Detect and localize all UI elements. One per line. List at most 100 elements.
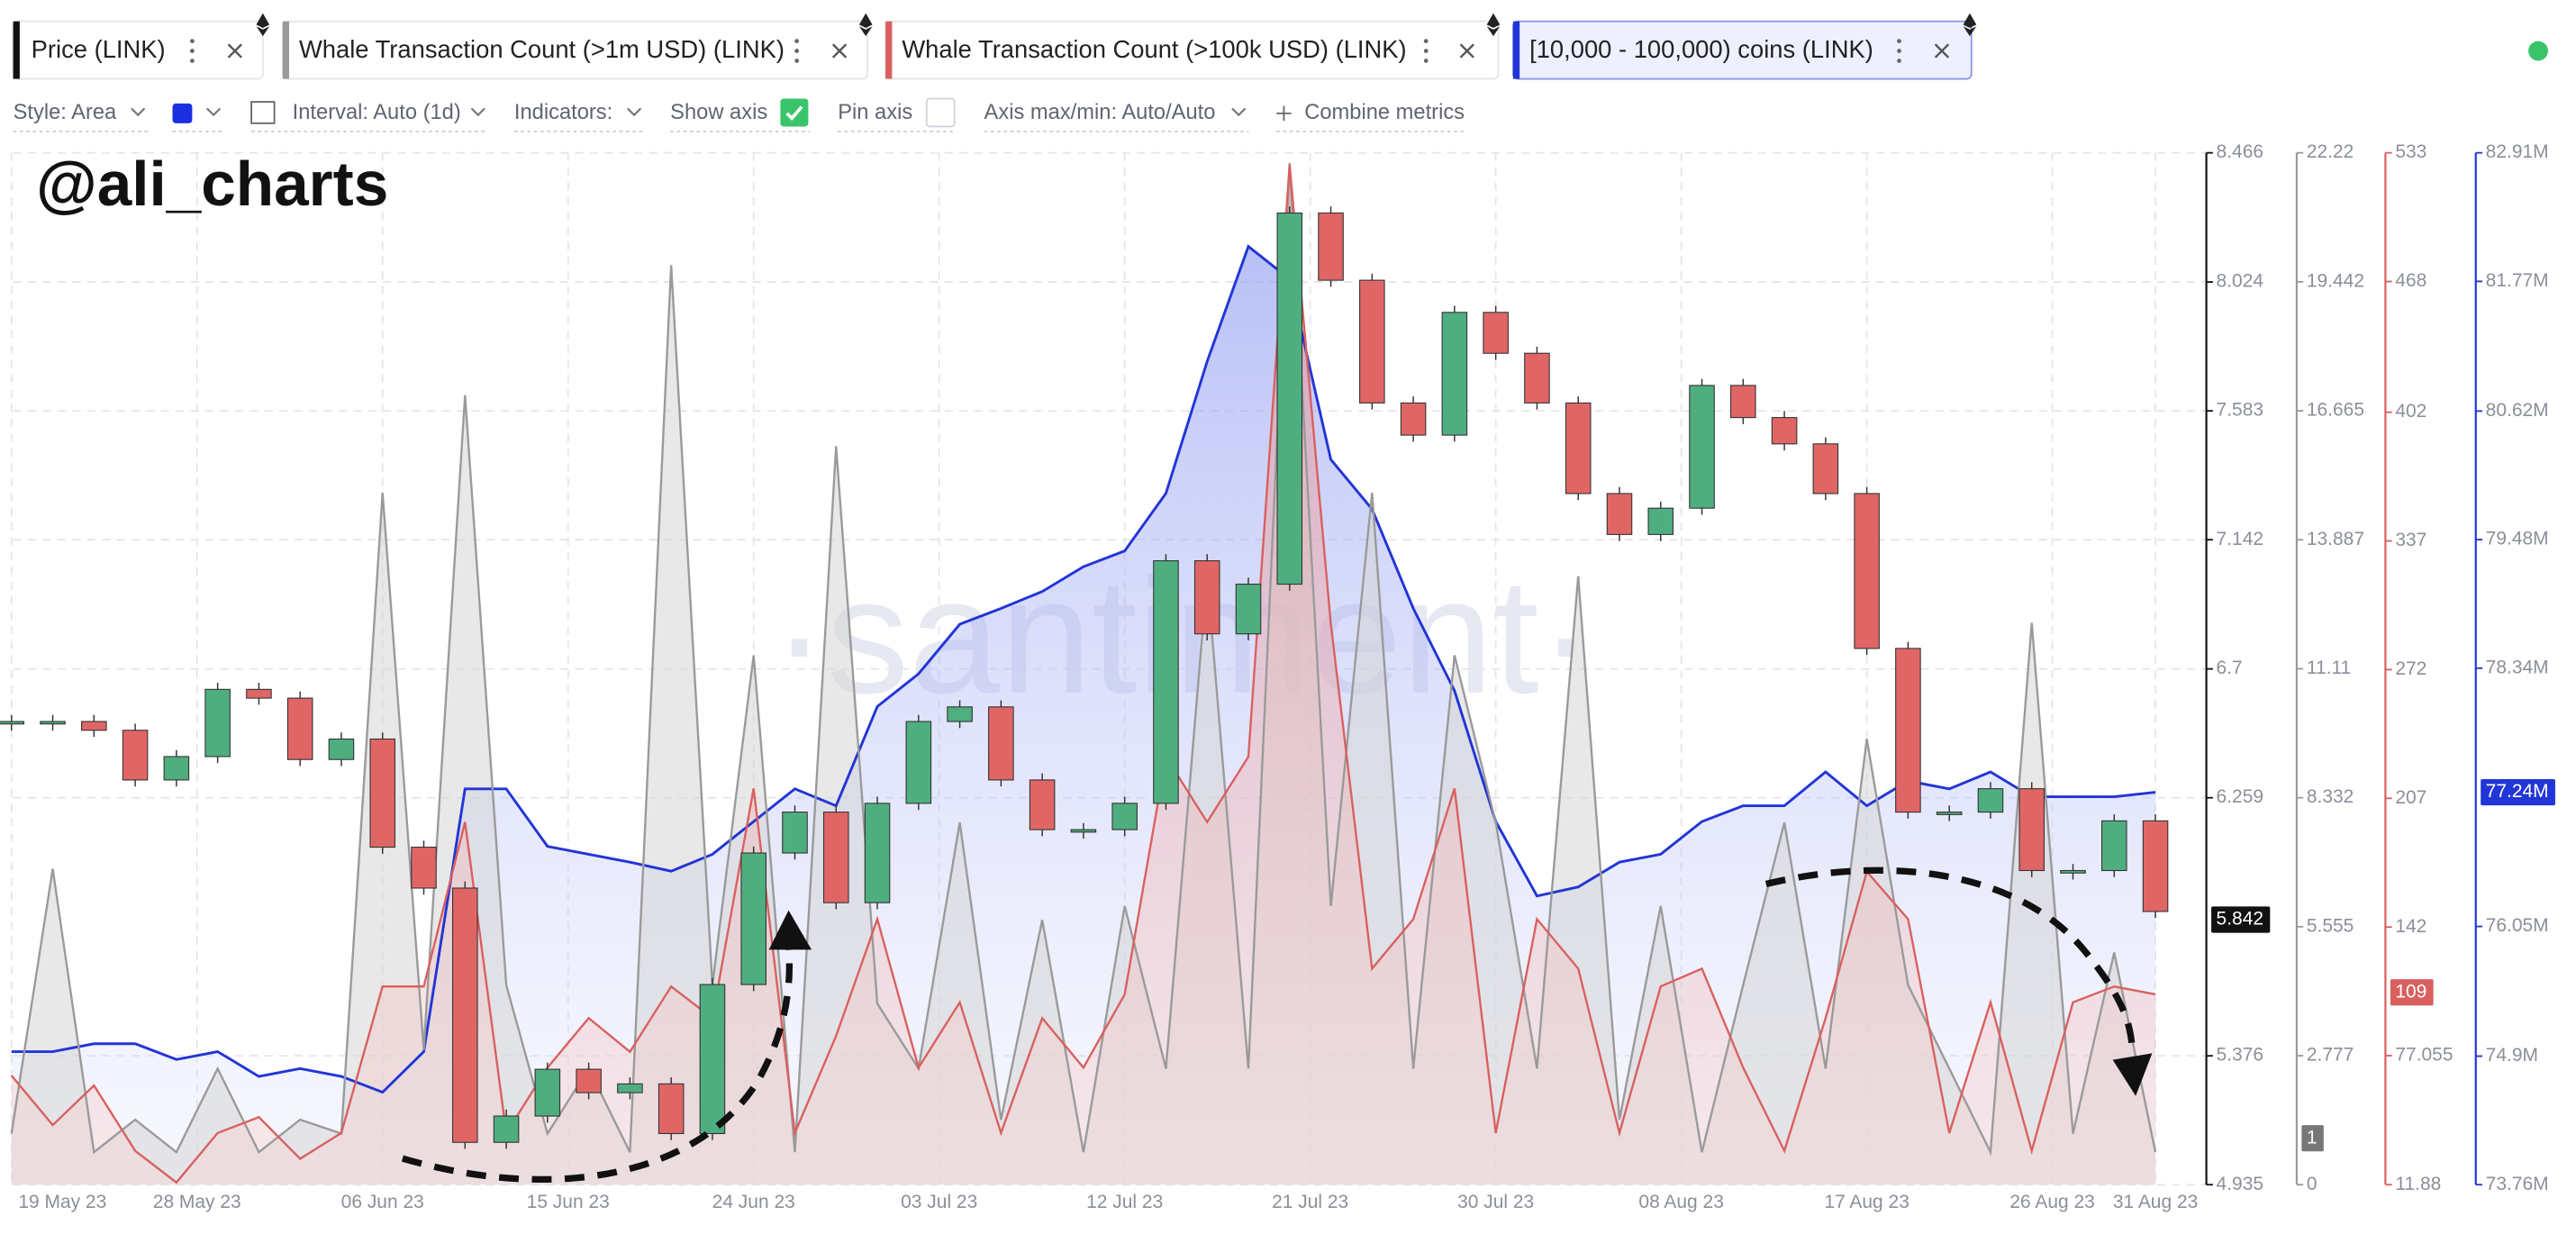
y-tick-label: 77.055 <box>2395 1045 2453 1066</box>
y-tick-label: 402 <box>2395 401 2426 422</box>
tab-label: Whale Transaction Count (>100k USD) (LIN… <box>902 35 1406 63</box>
area <box>11 162 2156 1185</box>
arrows <box>401 867 2136 1183</box>
candle <box>1895 648 1921 813</box>
line <box>11 244 2156 1094</box>
current-value-label: 5.842 <box>2217 909 2263 930</box>
candle <box>1070 829 1097 833</box>
show-axis-checkbox[interactable] <box>780 98 809 127</box>
y-tick-label: 2.777 <box>2307 1045 2354 1066</box>
candle <box>1524 352 1550 404</box>
x-tick-label: 17 Aug 23 <box>1824 1192 1909 1212</box>
candle <box>1771 417 1798 445</box>
line <box>10 162 2157 1157</box>
area <box>11 246 2156 1185</box>
y-tick-label: 142 <box>2395 916 2426 937</box>
candle <box>2101 820 2127 872</box>
current-value-label: 109 <box>2395 981 2426 1002</box>
candle <box>411 846 437 889</box>
candle <box>122 730 149 781</box>
y-tick-label: 5.376 <box>2217 1045 2263 1066</box>
candle <box>1936 812 1963 815</box>
plot: 19 May 23 28 May 23 06 Jun 23 15 Jun 23 24 J… <box>0 141 2555 1212</box>
y-tick-label: 19.442 <box>2307 270 2364 291</box>
candle <box>1318 212 1344 281</box>
candle <box>2060 869 2086 874</box>
candle <box>617 1083 643 1093</box>
axis-maxmin[interactable]: Axis max/min: Auto/Auto <box>984 101 1216 124</box>
candle <box>947 706 973 722</box>
y-tick-label: 22.22 <box>2307 141 2354 162</box>
candle <box>1111 803 1138 830</box>
candle <box>204 688 231 758</box>
x-tick-label: 24 Jun 23 <box>712 1192 795 1212</box>
candle <box>1483 312 1509 354</box>
y-tick-label: 7.142 <box>2217 529 2263 549</box>
candle <box>246 688 272 699</box>
combine-metrics[interactable]: Combine metrics <box>1304 101 1465 124</box>
candle <box>1730 385 1756 419</box>
candle <box>1812 443 1839 495</box>
plus-icon <box>1276 105 1292 122</box>
candle <box>1276 212 1303 585</box>
current-value-badge <box>2301 1125 2324 1152</box>
status-dot <box>2528 41 2548 61</box>
y-tick-label: 7.583 <box>2217 400 2263 421</box>
x-tick-label: 28 May 23 <box>153 1192 241 1212</box>
y-tick-label: 5.555 <box>2307 915 2354 936</box>
candle <box>163 756 190 781</box>
style-select[interactable]: Style: Area <box>14 101 117 124</box>
candle <box>1193 560 1220 635</box>
current-value-badge <box>2211 906 2271 933</box>
interval-select[interactable]: Interval: Auto (1d) <box>293 101 461 124</box>
y-tick-label: 73.76M <box>2486 1174 2549 1194</box>
y-tick-label: 6.7 <box>2217 658 2243 678</box>
candle <box>1153 560 1179 804</box>
tab-color <box>1512 21 1520 79</box>
candle <box>1977 788 2004 813</box>
y-tick-label: 272 <box>2395 658 2426 679</box>
y-tick-label: 11.11 <box>2307 658 2351 678</box>
y-tick-label: 4.935 <box>2217 1174 2263 1194</box>
candle <box>1606 493 1633 535</box>
candle <box>2142 820 2169 912</box>
toolbar: Style: Area Interval: Auto (1d) Indicato… <box>13 97 1467 132</box>
show-axis-label: Show axis <box>670 101 767 124</box>
y-tick-label: 207 <box>2395 787 2426 808</box>
y-tick-label: 79.48M <box>2486 529 2549 549</box>
x-tick-label: 31 Aug 23 <box>2113 1192 2198 1212</box>
pin-axis-checkbox[interactable] <box>925 97 956 128</box>
tab-color <box>282 21 290 79</box>
candle <box>988 706 1014 781</box>
candle <box>1235 583 1262 635</box>
x-tick-label: 30 Jul 23 <box>1457 1192 1534 1212</box>
tab-close[interactable] <box>227 43 1950 59</box>
arrowhead <box>768 910 812 950</box>
tab-menus <box>190 39 1901 63</box>
candle <box>40 721 66 725</box>
y-tick-label: 533 <box>2395 141 2426 162</box>
y-tick-label: 337 <box>2395 530 2426 550</box>
candle <box>2018 788 2045 872</box>
indicators-select[interactable]: Indicators: <box>514 101 612 124</box>
x-tick-label: 21 Jul 23 <box>1272 1192 1348 1212</box>
y-tick-label: 16.665 <box>2307 400 2364 421</box>
y-tick-label: 13.887 <box>2307 529 2364 549</box>
pin-axis-label: Pin axis <box>838 101 912 124</box>
candle <box>782 812 808 854</box>
candle <box>576 1068 602 1093</box>
chevrons <box>131 107 1247 117</box>
y-tick-label: 76.05M <box>2486 915 2549 936</box>
candle <box>699 984 726 1135</box>
candle <box>905 721 932 804</box>
color-swatch[interactable] <box>172 103 193 123</box>
y-tick-label: 468 <box>2395 270 2426 291</box>
tab-label: Price (LINK) <box>32 35 166 63</box>
x-tick-label: 26 Aug 23 <box>2009 1192 2094 1212</box>
x-tick-label: 12 Jul 23 <box>1086 1192 1163 1212</box>
candle <box>81 721 107 731</box>
annotation: @ali_charts <box>36 149 388 219</box>
candle <box>286 697 313 760</box>
